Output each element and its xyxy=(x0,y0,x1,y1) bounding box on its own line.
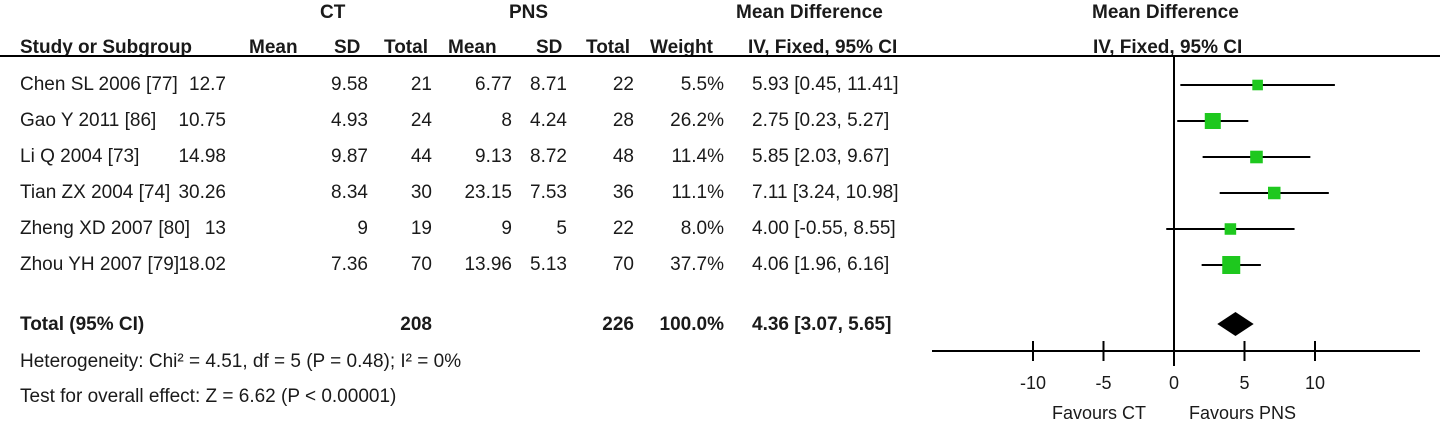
sd1-cell: 9.58 xyxy=(331,74,368,95)
pooled-diamond xyxy=(1217,312,1254,336)
col-total2: Total xyxy=(586,37,630,58)
total-label: Total (95% CI) xyxy=(20,314,145,335)
total-n2: 226 xyxy=(602,314,634,335)
group1-header: CT xyxy=(320,2,346,23)
col-weight: Weight xyxy=(650,37,713,58)
total-ci: 4.36 [3.07, 5.65] xyxy=(752,314,892,335)
sd1-cell: 7.36 xyxy=(331,254,368,275)
mean1-cell: 13 xyxy=(204,218,226,239)
mean1-cell: 12.7 xyxy=(189,74,226,95)
weight-cell: 5.5% xyxy=(680,74,724,95)
estimate-square xyxy=(1252,79,1263,91)
n2-cell: 28 xyxy=(612,110,634,131)
col-mean1: Mean xyxy=(249,37,298,58)
study-name: Li Q 2004 [73] xyxy=(20,146,140,167)
sd1-cell: 9 xyxy=(357,218,368,239)
estimate-square xyxy=(1267,186,1281,200)
col-study: Study or Subgroup xyxy=(20,37,193,58)
mean1-cell: 30.26 xyxy=(178,182,226,203)
weight-cell: 26.2% xyxy=(670,110,724,131)
mean1-cell: 18.02 xyxy=(178,254,226,275)
total-n1: 208 xyxy=(400,314,432,335)
x-tick-label: 10 xyxy=(1305,373,1325,393)
study-name: Chen SL 2006 [77] xyxy=(20,74,178,95)
ci-cell: 4.00 [-0.55, 8.55] xyxy=(752,218,896,239)
ci-cell: 7.11 [3.24, 10.98] xyxy=(752,182,899,203)
ci-cell: 2.75 [0.23, 5.27] xyxy=(752,110,890,131)
weight-cell: 11.1% xyxy=(671,182,724,203)
estimate-square xyxy=(1222,256,1241,274)
estimate-square xyxy=(1224,223,1237,235)
study-name: Zheng XD 2007 [80] xyxy=(20,218,191,239)
header-rule xyxy=(0,55,1440,57)
n1-cell: 21 xyxy=(410,74,432,95)
favours-right-label: Favours PNS xyxy=(1189,403,1297,423)
n2-cell: 22 xyxy=(612,218,634,239)
group2-header: PNS xyxy=(509,2,549,23)
n2-cell: 22 xyxy=(612,74,634,95)
sd2-cell: 8.71 xyxy=(530,74,567,95)
sd2-cell: 5.13 xyxy=(530,254,567,275)
mean2-cell: 23.15 xyxy=(464,182,512,203)
ci-cell: 5.93 [0.45, 11.41] xyxy=(752,74,899,95)
md-header-left: Mean Difference xyxy=(736,2,883,23)
sd1-cell: 9.87 xyxy=(331,146,368,167)
mean2-cell: 9 xyxy=(501,218,512,239)
mean1-cell: 14.98 xyxy=(178,146,226,167)
n1-cell: 24 xyxy=(410,110,432,131)
mean2-cell: 8 xyxy=(501,110,512,131)
col-sd2: SD xyxy=(536,37,563,58)
favours-left-label: Favours CT xyxy=(1052,403,1147,423)
n1-cell: 44 xyxy=(410,146,432,167)
estimate-square xyxy=(1204,112,1221,130)
x-tick-label: -5 xyxy=(1095,373,1111,393)
n1-cell: 30 xyxy=(410,182,432,203)
col-plot-method: IV, Fixed, 95% CI xyxy=(1093,37,1243,58)
n2-cell: 48 xyxy=(612,146,634,167)
mean1-cell: 10.75 xyxy=(178,110,226,131)
study-name: Gao Y 2011 [86] xyxy=(20,110,157,131)
sd2-cell: 5 xyxy=(556,218,567,239)
study-name: Tian ZX 2004 [74] xyxy=(20,182,171,203)
ci-cell: 5.85 [2.03, 9.67] xyxy=(752,146,890,167)
study-name: Zhou YH 2007 [79] xyxy=(20,254,180,275)
sd2-cell: 4.24 xyxy=(530,110,567,131)
weight-cell: 37.7% xyxy=(670,254,724,275)
overall-effect-text: Test for overall effect: Z = 6.62 (P < 0… xyxy=(20,386,397,407)
col-total1: Total xyxy=(384,37,428,58)
sd2-cell: 7.53 xyxy=(530,182,567,203)
x-tick-label: 0 xyxy=(1169,373,1179,393)
sd1-cell: 8.34 xyxy=(331,182,368,203)
col-ci: IV, Fixed, 95% CI xyxy=(748,37,898,58)
ci-cell: 4.06 [1.96, 6.16] xyxy=(752,254,890,275)
weight-cell: 8.0% xyxy=(680,218,724,239)
x-tick-label: 5 xyxy=(1239,373,1249,393)
x-tick-label: -10 xyxy=(1020,373,1046,393)
n2-cell: 70 xyxy=(612,254,634,275)
heterogeneity-text: Heterogeneity: Chi² = 4.51, df = 5 (P = … xyxy=(20,351,462,372)
estimate-square xyxy=(1250,150,1263,164)
mean2-cell: 13.96 xyxy=(464,254,512,275)
md-header-right: Mean Difference xyxy=(1092,2,1239,23)
n1-cell: 19 xyxy=(410,218,432,239)
mean2-cell: 6.77 xyxy=(475,74,512,95)
total-weight: 100.0% xyxy=(659,314,724,335)
weight-cell: 11.4% xyxy=(671,146,724,167)
sd1-cell: 4.93 xyxy=(331,110,368,131)
n1-cell: 70 xyxy=(410,254,432,275)
col-sd1: SD xyxy=(334,37,361,58)
n2-cell: 36 xyxy=(612,182,634,203)
col-mean2: Mean xyxy=(448,37,497,58)
mean2-cell: 9.13 xyxy=(475,146,512,167)
sd2-cell: 8.72 xyxy=(530,146,567,167)
